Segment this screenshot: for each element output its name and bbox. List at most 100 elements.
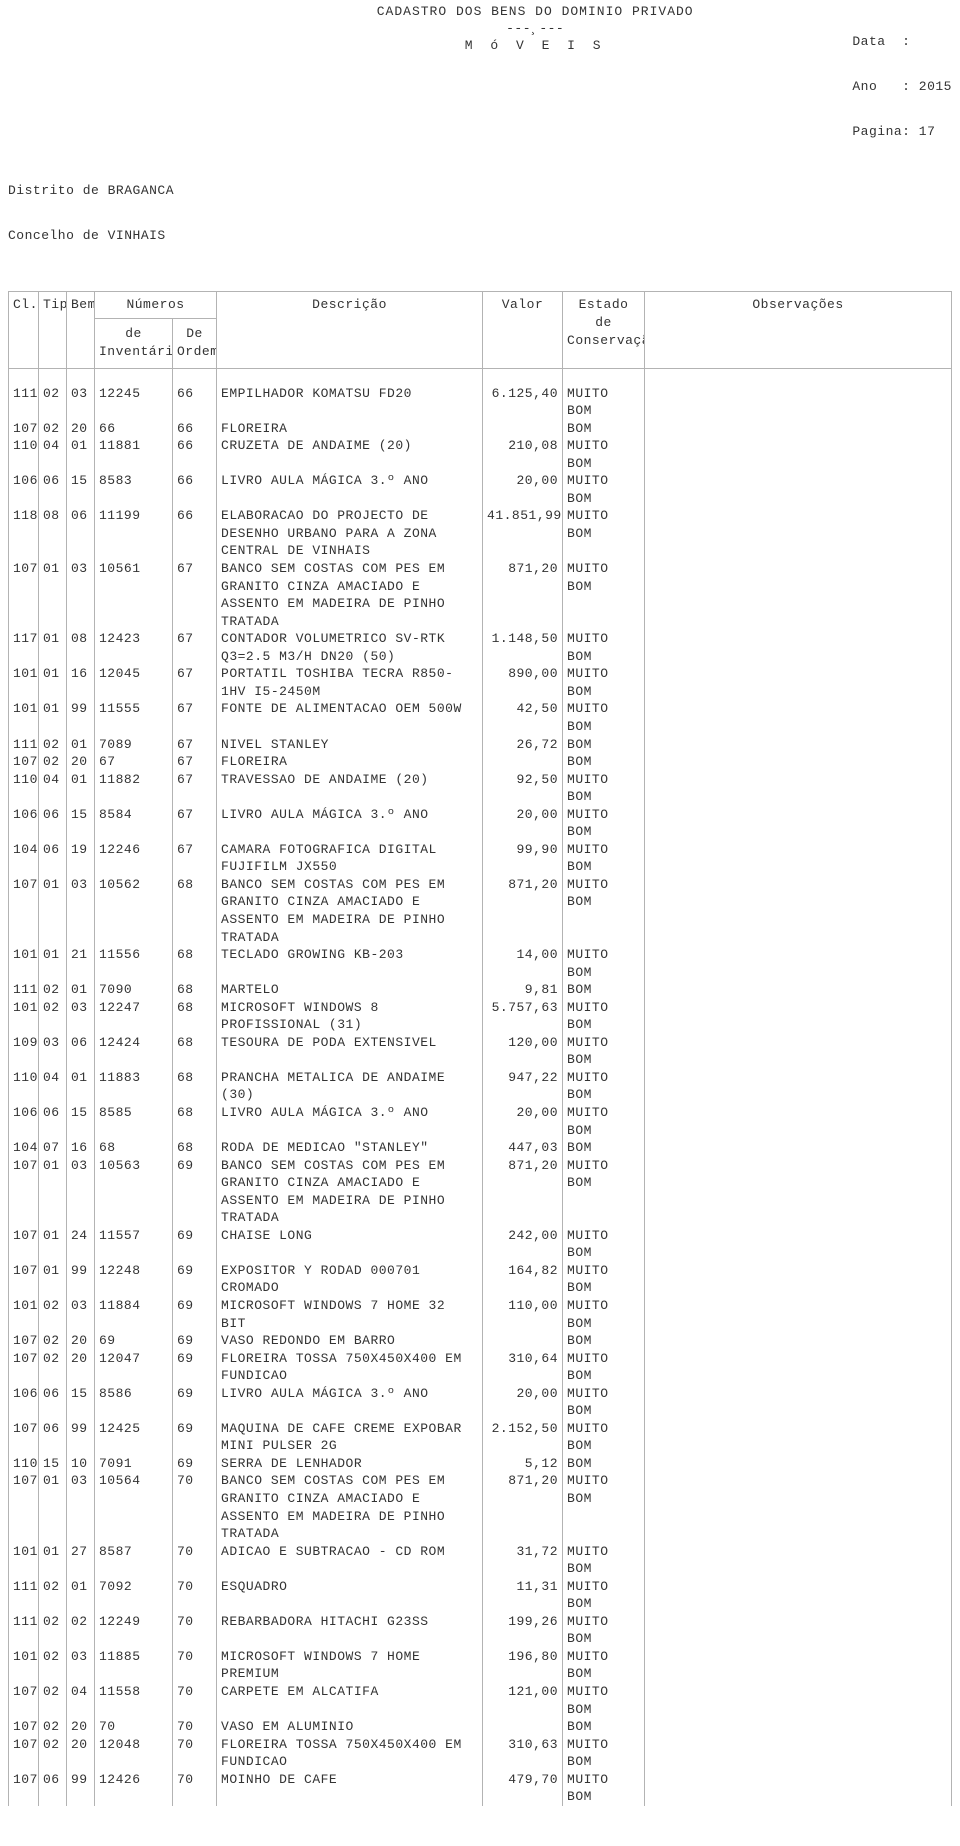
cell-estado: MUITO BOM [563,560,645,630]
cell-cl: 107 [9,420,39,438]
cell-bem: 03 [67,560,95,630]
table-row: 10701241155769CHAISE LONG242,00MUITO BOM [9,1227,952,1262]
cell-estado: MUITO BOM [563,1262,645,1297]
table-row: 1110201708967NIVEL STANLEY26,72BOM [9,736,952,754]
cell-inventario: 70 [95,1718,173,1736]
cell-inventario: 12248 [95,1262,173,1297]
cell-bem: 16 [67,665,95,700]
cell-descricao: ADICAO E SUBTRACAO - CD ROM [217,1543,483,1578]
cell-estado: MUITO BOM [563,700,645,735]
cell-inventario: 8583 [95,472,173,507]
cell-obs [645,1736,952,1771]
table-row: 10701991224869EXPOSITOR Y RODAD 000701 C… [9,1262,952,1297]
cell-bem: 20 [67,753,95,771]
cell-estado: MUITO BOM [563,1157,645,1227]
cell-inventario: 11555 [95,700,173,735]
cell-descricao: CONTADOR VOLUMETRICO SV-RTK Q3=2.5 M3/H … [217,630,483,665]
cell-valor: 11,31 [483,1578,563,1613]
table-row: 10702201204870FLOREIRA TOSSA 750X450X400… [9,1736,952,1771]
cell-estado: MUITO BOM [563,472,645,507]
cell-bem: 01 [67,771,95,806]
cell-obs [645,771,952,806]
cell-bem: 15 [67,472,95,507]
cell-estado: MUITO BOM [563,1648,645,1683]
cell-cl: 117 [9,630,39,665]
cell-bem: 01 [67,1578,95,1613]
cell-ordem: 69 [173,1262,217,1297]
cell-estado: MUITO BOM [563,1297,645,1332]
cell-valor: 92,50 [483,771,563,806]
col-estado: Estado de Conservação [563,292,645,369]
cell-estado: MUITO BOM [563,1683,645,1718]
col-obs: Observações [645,292,952,369]
cell-cl: 101 [9,1297,39,1332]
table-row: 10702206767FLOREIRABOM [9,753,952,771]
cell-inventario: 12045 [95,665,173,700]
table-row: 11102021224970REBARBADORA HITACHI G23SS1… [9,1613,952,1648]
cell-tipo: 06 [39,1104,67,1139]
cell-bem: 20 [67,1736,95,1771]
cell-bem: 10 [67,1455,95,1473]
cell-descricao: TRAVESSAO DE ANDAIME (20) [217,771,483,806]
cell-ordem: 68 [173,1139,217,1157]
cell-descricao: TESOURA DE PODA EXTENSIVEL [217,1034,483,1069]
cell-valor: 41.851,99 [483,507,563,560]
cell-obs [645,1069,952,1104]
cell-tipo: 02 [39,736,67,754]
cell-valor [483,420,563,438]
cell-descricao: ELABORACAO DO PROJECTO DE DESENHO URBANO… [217,507,483,560]
table-header: Cl. Tipo Bem Números Descrição Valor Est… [9,292,952,369]
cell-ordem: 69 [173,1385,217,1420]
cell-bem: 03 [67,876,95,946]
cell-obs [645,665,952,700]
cell-valor: 164,82 [483,1262,563,1297]
cell-descricao: VASO REDONDO EM BARRO [217,1332,483,1350]
cell-descricao: RODA DE MEDICAO "STANLEY" [217,1139,483,1157]
cell-obs [645,999,952,1034]
cell-tipo: 01 [39,665,67,700]
cell-estado: MUITO BOM [563,1543,645,1578]
cell-estado: MUITO BOM [563,1385,645,1420]
cell-ordem: 67 [173,753,217,771]
cell-obs [645,1262,952,1297]
cell-valor: 20,00 [483,472,563,507]
cell-obs [645,1385,952,1420]
cell-estado: BOM [563,1139,645,1157]
cell-valor: 6.125,40 [483,368,563,420]
cell-descricao: PORTATIL TOSHIBA TECRA R850-1HV I5-2450M [217,665,483,700]
cell-bem: 20 [67,1350,95,1385]
cell-ordem: 67 [173,560,217,630]
cell-inventario: 11885 [95,1648,173,1683]
cell-inventario: 12423 [95,630,173,665]
cell-inventario: 11884 [95,1297,173,1332]
cell-valor: 871,20 [483,1157,563,1227]
cell-descricao: MICROSOFT WINDOWS 7 HOME 32 BIT [217,1297,483,1332]
cell-cl: 107 [9,1262,39,1297]
cell-estado: BOM [563,420,645,438]
cell-tipo: 02 [39,1613,67,1648]
cell-obs [645,946,952,981]
header-right: Data : Ano : 2015 Pagina: 17 [852,4,952,169]
cell-tipo: 02 [39,1578,67,1613]
cell-bem: 03 [67,1297,95,1332]
table-row: 10702207070VASO EM ALUMINIOBOM [9,1718,952,1736]
cell-inventario: 10563 [95,1157,173,1227]
table-row: 10406191224667CAMARA FOTOGRAFICA DIGITAL… [9,841,952,876]
cell-ordem: 67 [173,771,217,806]
cell-cl: 109 [9,1034,39,1069]
cell-estado: BOM [563,736,645,754]
cell-ordem: 70 [173,1683,217,1718]
cell-ordem: 70 [173,1543,217,1578]
cell-inventario: 11557 [95,1227,173,1262]
cell-valor: 99,90 [483,841,563,876]
table-row: 10701031056167BANCO SEM COSTAS COM PES E… [9,560,952,630]
cell-bem: 27 [67,1543,95,1578]
cell-ordem: 66 [173,507,217,560]
cell-ordem: 66 [173,420,217,438]
cell-bem: 15 [67,1385,95,1420]
table-row: 10701031056369BANCO SEM COSTAS COM PES E… [9,1157,952,1227]
cell-obs [645,700,952,735]
cell-descricao: VASO EM ALUMINIO [217,1718,483,1736]
col-numeros-group: Números [95,292,217,319]
report-title: CADASTRO DOS BENS DO DOMINIO PRIVADO [377,4,694,19]
